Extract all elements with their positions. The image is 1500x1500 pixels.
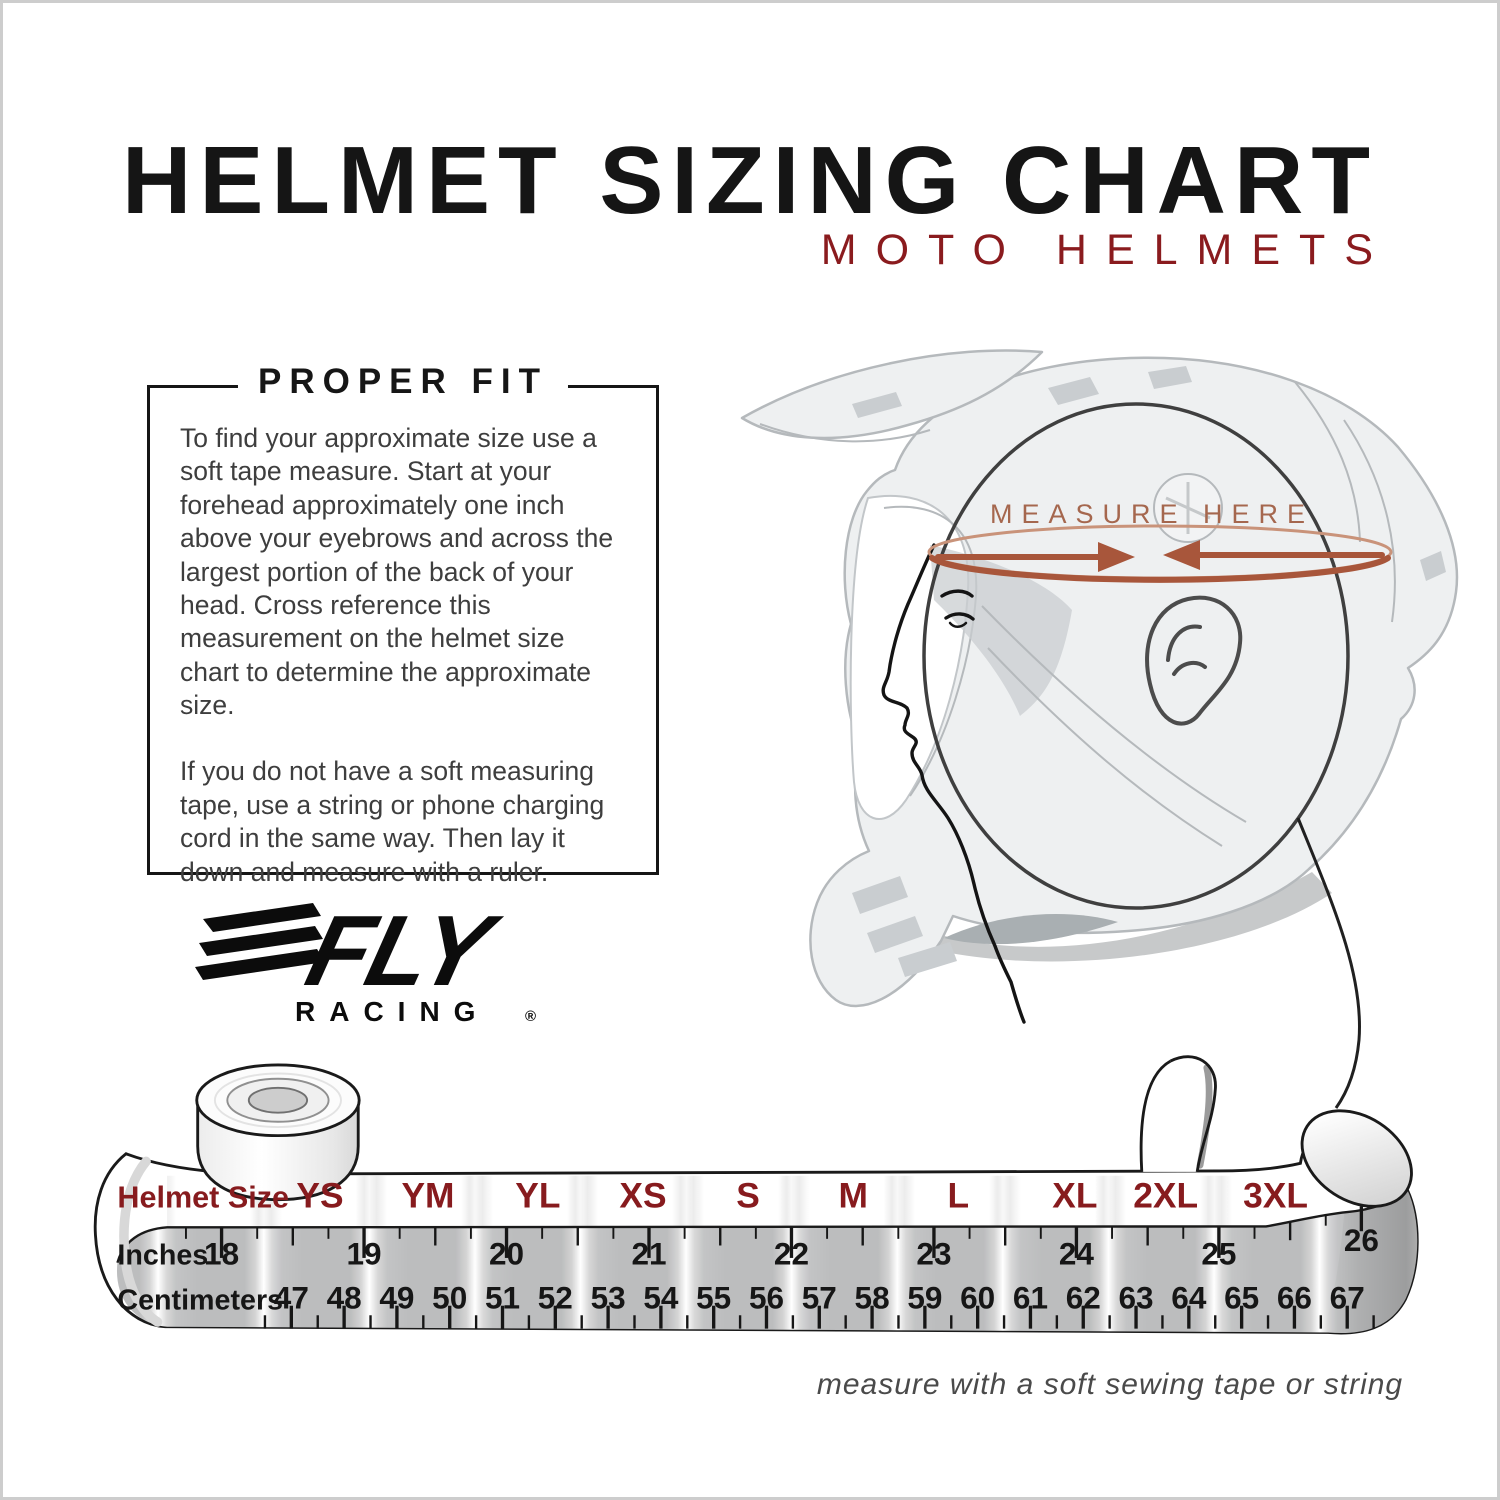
cm-value: 61 [1013,1280,1048,1316]
helmet-peak-visor [740,349,1044,443]
inch-value: 26 [1344,1222,1379,1258]
row-label-centimeters: Centimeters [117,1285,283,1317]
size-label: 3XL [1243,1176,1308,1215]
helmet-vents [852,366,1446,977]
cm-value: 57 [802,1280,837,1316]
cm-value: 56 [749,1280,784,1316]
fly-racing-logo: FLY RACING ® [195,894,536,1027]
ear-illustration [1145,595,1243,726]
size-label: YM [401,1176,454,1215]
measure-indicator: MEASURE HERE [927,499,1393,583]
cm-value: 58 [855,1280,890,1316]
cm-value: 54 [643,1280,679,1316]
cm-value: 55 [696,1280,731,1316]
inch-value: 20 [489,1236,524,1272]
measure-arrows-icon [935,540,1385,572]
helmet-measure-illustration: MEASURE HERE [740,349,1459,1109]
cm-value: 60 [960,1280,995,1316]
cm-value: 64 [1171,1280,1207,1316]
inch-value: 22 [774,1236,809,1272]
size-label: 2XL [1133,1176,1198,1215]
registered-trademark-icon: ® [525,1008,536,1025]
tape-left-curl [119,1156,163,1327]
proper-fit-box: PROPER FIT To find your approximate size… [147,362,659,887]
tape-ruler-band [116,1190,1418,1334]
proper-fit-paragraph-1: To find your approximate size use a soft… [180,423,614,720]
inch-value: 24 [1059,1236,1095,1272]
size-label: XS [619,1176,666,1215]
row-label-helmet-size: Helmet Size [117,1180,289,1214]
page-title: HELMET SIZING CHART [122,127,1378,234]
cm-value: 66 [1277,1280,1312,1316]
cm-value: 51 [485,1280,520,1316]
size-label: L [948,1176,970,1215]
inch-value: 25 [1201,1236,1236,1272]
measure-here-label: MEASURE HERE [990,499,1314,529]
page-subtitle: MOTO HELMETS [820,226,1392,274]
cm-value: 65 [1224,1280,1259,1316]
cm-value: 50 [432,1280,467,1316]
jaw-shadow [944,914,1118,945]
helmet-shell [809,356,1459,1008]
inch-value: 18 [204,1236,239,1272]
cm-value: 67 [1330,1280,1365,1316]
size-label: XL [1052,1176,1097,1215]
inch-value: 23 [916,1236,951,1272]
brand-subname: RACING [295,996,489,1027]
size-label: YL [515,1176,560,1215]
tape-right-curl [1300,1109,1413,1208]
cm-value: 47 [274,1280,309,1316]
proper-fit-heading: PROPER FIT [237,362,569,402]
brand-name: FLY [297,894,511,1006]
cm-value: 49 [379,1280,414,1316]
tape-loop [1139,1055,1217,1173]
size-label: YS [296,1176,343,1215]
proper-fit-text: To find your approximate size use a soft… [150,388,656,889]
face-profile [881,543,1026,1024]
row-label-inches: Inches [117,1240,208,1272]
tape-end-shading [1323,1190,1418,1334]
tape-scale-layer: Helmet Size Inches Centimeters YS YM YL XS S M L X… [117,1176,1379,1329]
brow-shadow [930,545,1072,716]
cm-value: 52 [538,1280,573,1316]
size-label: M [838,1176,867,1215]
cm-value: 63 [1119,1280,1154,1316]
tape-caption: measure with a soft sewing tape or strin… [816,1368,1404,1401]
cm-value: 48 [327,1280,362,1316]
proper-fit-paragraph-2: If you do not have a soft measuring tape… [180,756,605,887]
sizing-tape-illustration: Helmet Size Inches Centimeters YS YM YL XS S M L X… [93,1055,1419,1335]
tape-top-band [167,1175,1267,1227]
cm-value: 53 [591,1280,626,1316]
helmet-bottom-shadow [866,872,1332,962]
cm-value: 62 [1066,1280,1101,1316]
inch-value: 21 [631,1236,666,1272]
size-label: S [736,1176,760,1215]
fly-logo-speed-bars-icon [195,903,325,980]
cm-value: 59 [907,1280,942,1316]
inch-value: 19 [347,1236,382,1272]
tape-roll-icon [195,1063,361,1202]
head-outline [922,402,1362,1109]
